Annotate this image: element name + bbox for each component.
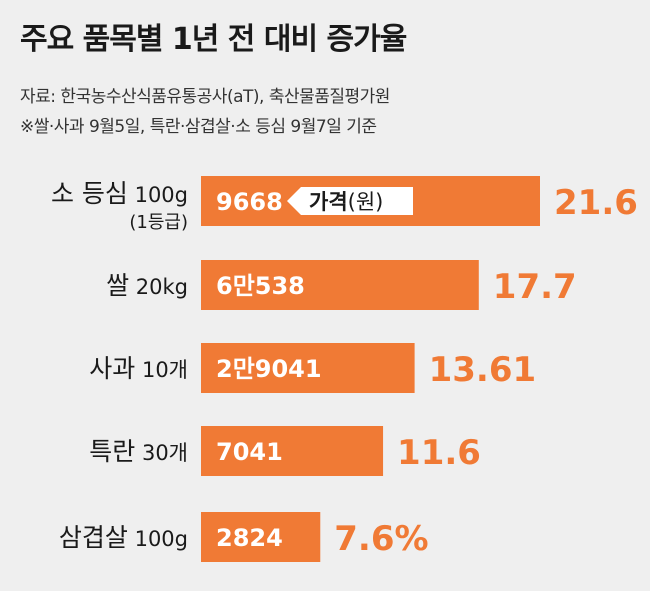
price-tag-unit: (원) <box>348 190 384 214</box>
category-unit: 10개 <box>135 358 188 382</box>
category-unit: 30개 <box>135 441 188 465</box>
category-label-2: 사과 10개 <box>89 354 188 383</box>
category-name: 소 등심 <box>51 179 128 208</box>
category-name: 쌀 <box>106 271 129 300</box>
pct-label-0: 21.6 <box>554 183 638 223</box>
pct-label-1: 17.7 <box>493 267 577 307</box>
pct-label-4: 7.6% <box>334 519 428 559</box>
price-label-1: 6만538 <box>216 272 305 300</box>
category-unit: 100g <box>128 527 188 551</box>
bar-2 <box>201 343 415 393</box>
pct-label-3: 11.6 <box>397 433 481 473</box>
price-tag-label: 가격(원) <box>309 190 383 214</box>
pct-label-2: 13.61 <box>429 350 537 390</box>
category-unit: 20kg <box>129 275 188 299</box>
source-note: 자료: 한국농수산식품유통공사(aT), 축산물품질평가원 <box>20 87 390 107</box>
reference-date-note: ※쌀·사과 9월5일, 특란·삼겹살·소 등심 9월7일 기준 <box>20 117 377 137</box>
bar-1 <box>201 260 479 310</box>
category-label-1: 쌀 20kg <box>106 271 188 300</box>
category-label-4: 삼겹살 100g <box>59 523 188 552</box>
price-label-3: 7041 <box>216 438 283 466</box>
category-name: 사과 <box>89 354 135 383</box>
price-tag-shape <box>287 187 413 215</box>
bar-3 <box>201 426 384 476</box>
category-label-3: 특란 30개 <box>89 437 188 466</box>
price-label-4: 2824 <box>216 524 283 552</box>
price-label-2: 2만9041 <box>216 355 322 383</box>
category-name: 삼겹살 <box>59 523 128 552</box>
category-name: 특란 <box>89 437 135 466</box>
category-label-0: 소 등심 100g <box>51 179 188 208</box>
category-unit: 100g <box>128 183 188 207</box>
chart-title: 주요 품목별 1년 전 대비 증가율 <box>20 22 407 57</box>
bar-4 <box>201 512 321 562</box>
category-sub-label-0: (1등급) <box>129 212 188 233</box>
price-tag-bold: 가격 <box>309 190 348 214</box>
price-label-0: 9668 <box>216 188 283 216</box>
